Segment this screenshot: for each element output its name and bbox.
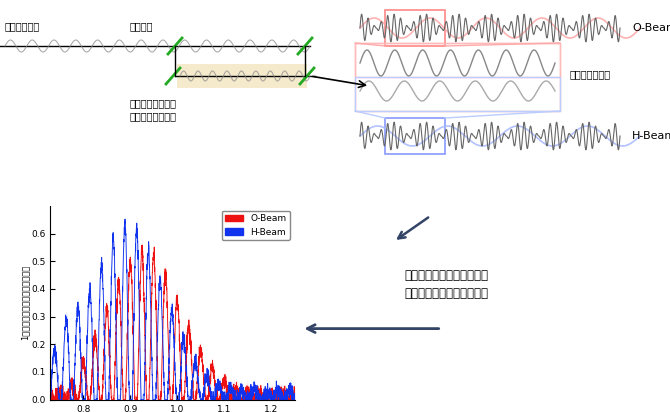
- Bar: [385, 10, 445, 46]
- Text: 試料によって波の
進み方が変化する: 試料によって波の 進み方が変化する: [130, 98, 177, 121]
- Text: H-Beam: H-Beam: [632, 131, 670, 141]
- Bar: [355, 43, 560, 77]
- Text: 中性子ビーム: 中性子ビーム: [5, 21, 40, 31]
- Text: 重ね合わさった波の周期を
強度変化として観測できる: 重ね合わさった波の周期を 強度変化として観測できる: [405, 269, 488, 300]
- Y-axis label: 1秒あたりに検出した中性子の数: 1秒あたりに検出した中性子の数: [21, 265, 29, 340]
- Bar: [385, 118, 445, 154]
- Text: 波の重ね合わせ: 波の重ね合わせ: [570, 69, 611, 79]
- Bar: [177, 64, 307, 88]
- Bar: [355, 77, 560, 111]
- Text: 波の分離: 波の分離: [130, 21, 153, 31]
- Bar: [355, 43, 560, 111]
- Legend: O-Beam, H-Beam: O-Beam, H-Beam: [222, 211, 290, 240]
- Text: O-Beam: O-Beam: [632, 23, 670, 33]
